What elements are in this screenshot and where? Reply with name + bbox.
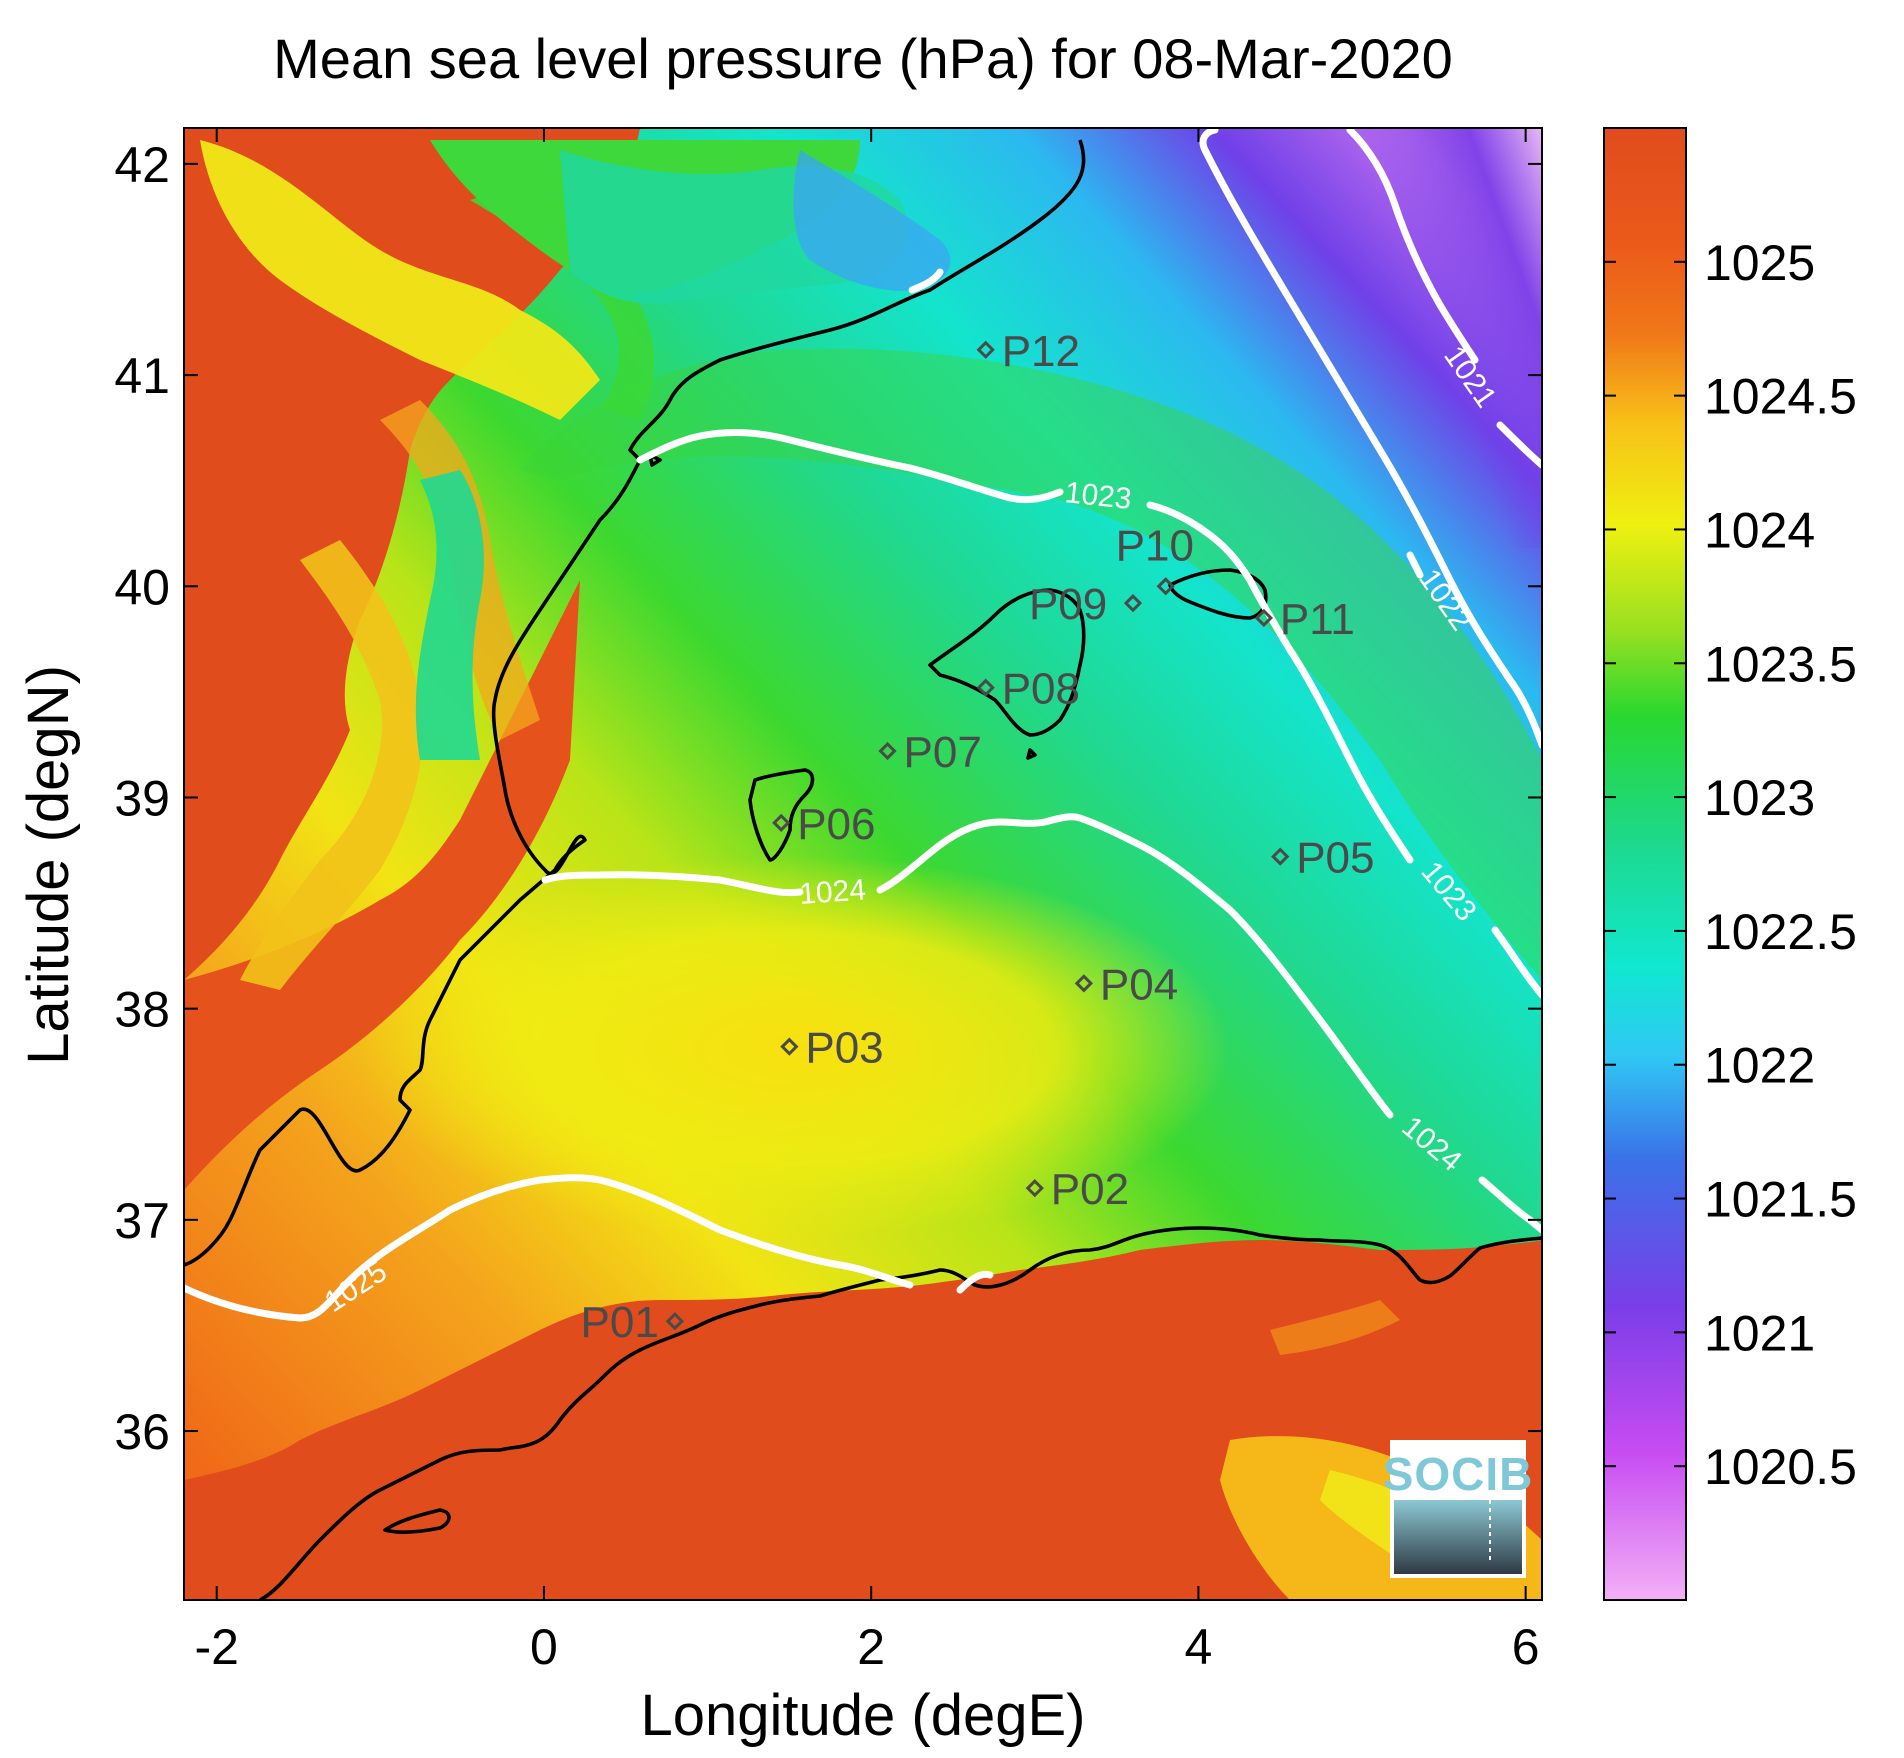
station-p12: P12 <box>976 327 1080 376</box>
pressure-field: 1025 1024 1024 1023 1023 1022 1021 P01P0… <box>184 128 1542 1600</box>
x-tick-label: 6 <box>1512 1619 1540 1675</box>
station-label: P11 <box>1280 595 1355 644</box>
contour-1023-small <box>908 268 944 294</box>
contour-1021 <box>1346 128 1542 469</box>
station-marker <box>976 678 995 697</box>
station-label: P05 <box>1296 834 1374 883</box>
y-tick-label: 40 <box>114 559 170 615</box>
station-marker <box>1156 577 1175 596</box>
station-p08: P08 <box>976 665 1080 714</box>
colorbar-tick-label: 1022 <box>1704 1038 1815 1094</box>
station-marker <box>1123 594 1143 613</box>
island-mallorca <box>928 588 1086 737</box>
station-p10: P10 <box>1116 521 1194 596</box>
station-p06: P06 <box>772 800 875 849</box>
contour-1022 <box>1199 128 1542 749</box>
contour-1025 <box>184 1174 994 1322</box>
station-p04: P04 <box>1074 960 1178 1009</box>
island-cabrera <box>1026 748 1037 760</box>
y-axis: 42 41 40 39 38 37 36 <box>114 137 1542 1460</box>
station-marker <box>1074 974 1094 993</box>
station-marker <box>976 340 995 359</box>
station-label: P02 <box>1051 1165 1129 1214</box>
colorbar-tick-label: 1023 <box>1704 770 1815 826</box>
station-label: P01 <box>581 1298 659 1347</box>
colorbar-tick-label: 1024 <box>1704 502 1815 558</box>
contour-label-1023-north: 1023 <box>1063 476 1133 516</box>
socib-logo-text: SOCIB <box>1383 1448 1534 1500</box>
contour-1023-east <box>1146 501 1542 999</box>
contour-1023-north <box>636 429 1064 504</box>
colorbar: 1025 1024.5 1024 1023.5 1023 1022.5 1022 1021.5… <box>1603 127 1857 1601</box>
station-p07: P07 <box>878 728 982 777</box>
station-label: P04 <box>1100 960 1178 1009</box>
x-axis-label: Longitude (degE) <box>641 1683 1086 1748</box>
station-marker <box>1254 608 1273 628</box>
station-marker <box>1271 847 1290 866</box>
station-p02: P02 <box>1025 1165 1129 1214</box>
station-label: P10 <box>1116 521 1194 570</box>
station-label: P03 <box>805 1024 883 1073</box>
y-tick-label: 37 <box>114 1193 170 1249</box>
colorbar-tick-label: 1023.5 <box>1704 636 1857 692</box>
y-tick-label: 41 <box>114 348 170 404</box>
contour-1024-west <box>541 813 1394 1119</box>
station-p05: P05 <box>1271 834 1375 883</box>
station-label: P08 <box>1002 665 1080 714</box>
station-label: P06 <box>797 800 875 849</box>
station-label: P12 <box>1002 327 1080 376</box>
station-p09: P09 <box>1029 580 1143 629</box>
y-tick-label: 38 <box>114 982 170 1038</box>
y-tick-label: 42 <box>114 137 170 193</box>
station-marker <box>665 1312 684 1331</box>
y-tick-label: 39 <box>114 770 170 826</box>
colorbar-tick-label: 1021 <box>1704 1305 1815 1361</box>
socib-logo: SOCIB <box>1383 1440 1534 1578</box>
station-label: P07 <box>904 728 982 777</box>
x-tick-label: 4 <box>1185 1619 1213 1675</box>
station-marker <box>780 1037 799 1056</box>
y-tick-label: 36 <box>114 1404 170 1460</box>
colorbar-tick-label: 1021.5 <box>1704 1172 1857 1228</box>
x-tick-label: 0 <box>530 1619 558 1675</box>
colorbar-tick-label: 1020.5 <box>1704 1439 1857 1495</box>
station-marker <box>772 813 791 832</box>
map-frame <box>183 127 1543 1601</box>
station-marker <box>1025 1179 1044 1198</box>
chart-title: Mean sea level pressure (hPa) for 08-Mar… <box>273 27 1453 90</box>
island-columbretes <box>648 453 662 467</box>
colorbar-tick-label: 1022.5 <box>1704 904 1857 960</box>
station-p11: P11 <box>1254 595 1355 644</box>
coastline-iberia <box>184 139 1086 1267</box>
station-marker <box>878 741 897 761</box>
coastline-africa <box>259 1226 1542 1600</box>
station-label: P09 <box>1029 580 1107 629</box>
island-alboran <box>383 1508 451 1534</box>
y-axis-label: Latitude (degN) <box>16 665 81 1065</box>
island-ibiza <box>748 768 815 862</box>
x-axis: -2 0 2 4 6 <box>194 128 1540 1675</box>
station-p03: P03 <box>780 1024 884 1073</box>
x-tick-label: 2 <box>857 1619 885 1675</box>
colorbar-ramp <box>1603 127 1687 1601</box>
colorbar-tick-label: 1025 <box>1704 235 1815 291</box>
colorbar-tick-label: 1024.5 <box>1704 369 1857 425</box>
contour-label-1024-west: 1024 <box>798 873 867 911</box>
station-p01: P01 <box>581 1298 684 1347</box>
x-tick-label: -2 <box>194 1619 238 1675</box>
